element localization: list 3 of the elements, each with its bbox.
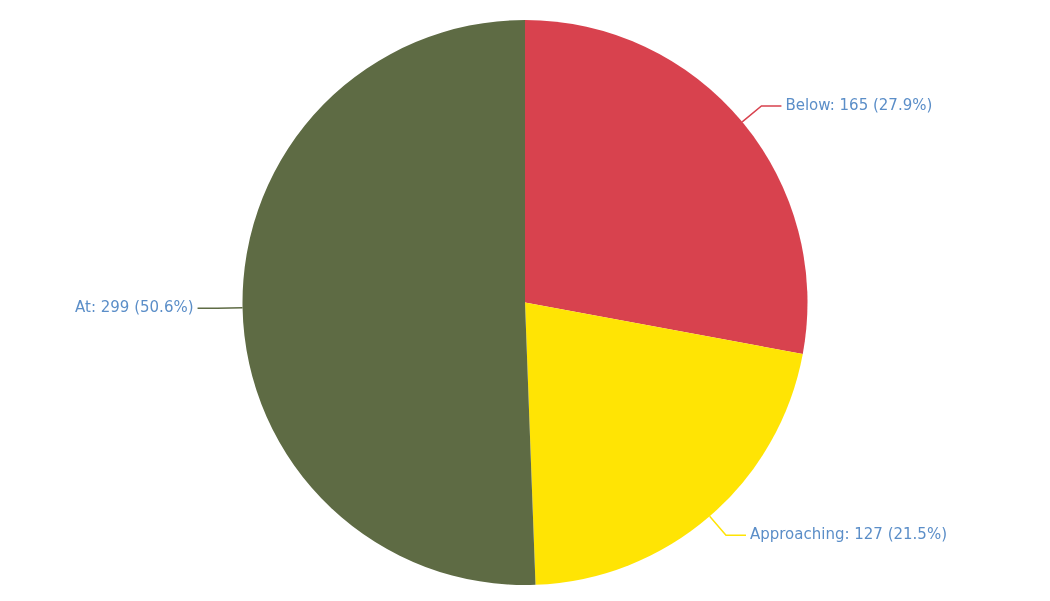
slice-label: Approaching: 127 (21.5%) xyxy=(749,525,948,544)
slice-label: Below: 165 (27.9%) xyxy=(785,95,933,114)
slice-label: At: 299 (50.6%) xyxy=(75,298,194,317)
